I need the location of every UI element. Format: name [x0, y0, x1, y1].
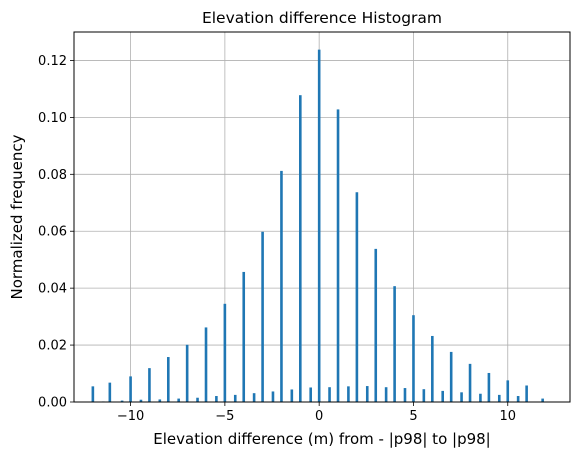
x-tick-label: −10 — [117, 409, 144, 424]
histogram-bar — [158, 399, 162, 402]
histogram-bar — [148, 368, 151, 402]
histogram-bar — [299, 95, 302, 402]
histogram-bar — [460, 392, 463, 402]
bars-group — [91, 49, 544, 403]
histogram-bar — [393, 286, 396, 402]
histogram-bar — [91, 386, 95, 402]
histogram-bar — [215, 396, 218, 402]
histogram-bar — [185, 344, 189, 402]
histogram-bar — [328, 387, 331, 402]
histogram-bar — [129, 376, 132, 402]
x-tick-label: −5 — [215, 409, 234, 424]
histogram-bar — [242, 271, 246, 402]
histogram-bar — [365, 386, 369, 402]
histogram-bar — [271, 391, 275, 402]
histogram-bar — [290, 389, 294, 402]
histogram-bar — [196, 397, 199, 402]
y-tick-label: 0.10 — [38, 111, 67, 126]
y-axis-ticks: 0.00 0.02 0.04 0.06 0.08 0.10 0.12 — [38, 54, 74, 411]
x-tick-label: 5 — [409, 409, 417, 424]
histogram-bar — [177, 398, 180, 402]
histogram-bar — [139, 399, 143, 402]
histogram-bar — [261, 231, 264, 402]
histogram-bar — [516, 396, 520, 402]
histogram-bar — [355, 192, 359, 402]
y-axis-label: Normalized frequency — [8, 134, 26, 299]
histogram-bar — [497, 394, 501, 402]
histogram-bar — [233, 394, 237, 402]
grid-lines — [74, 32, 570, 403]
histogram-bar — [449, 351, 453, 402]
histogram-bar — [347, 386, 350, 402]
histogram-bar — [309, 387, 312, 402]
histogram-bar — [541, 398, 544, 402]
x-tick-label: 10 — [499, 409, 516, 424]
histogram-bar — [468, 363, 472, 402]
histogram-bar — [336, 109, 340, 403]
histogram-bar — [506, 380, 510, 402]
histogram-bar — [252, 393, 256, 402]
histogram-bar — [374, 248, 378, 402]
y-tick-label: 0.06 — [38, 225, 67, 240]
histogram-bar — [441, 390, 444, 402]
histogram-bar — [487, 372, 491, 402]
histogram-bar — [384, 387, 388, 402]
histogram-bar — [204, 327, 208, 402]
histogram-bar — [280, 170, 283, 402]
histogram-bar — [108, 382, 112, 402]
x-axis-label: Elevation difference (m) from - |p98| to… — [153, 430, 490, 448]
x-tick-label: 0 — [315, 409, 323, 424]
histogram-bar — [412, 315, 415, 402]
y-tick-label: 0.00 — [38, 396, 67, 411]
y-tick-label: 0.04 — [38, 282, 67, 297]
x-axis-ticks: −10 −5 0 5 10 — [117, 402, 516, 424]
histogram-bar — [479, 393, 482, 402]
histogram-bar — [422, 389, 426, 402]
histogram-bar — [120, 400, 124, 402]
plot-frame — [73, 31, 571, 403]
histogram-bar — [223, 303, 227, 402]
histogram-bar — [431, 335, 434, 402]
histogram-bar — [166, 357, 170, 402]
histogram-bar — [403, 388, 407, 402]
y-tick-label: 0.08 — [38, 168, 67, 183]
chart-title: Elevation difference Histogram — [202, 9, 442, 27]
histogram-bar — [525, 385, 528, 402]
y-tick-label: 0.02 — [38, 339, 67, 354]
y-tick-label: 0.12 — [38, 54, 67, 69]
histogram-bar — [317, 49, 321, 403]
